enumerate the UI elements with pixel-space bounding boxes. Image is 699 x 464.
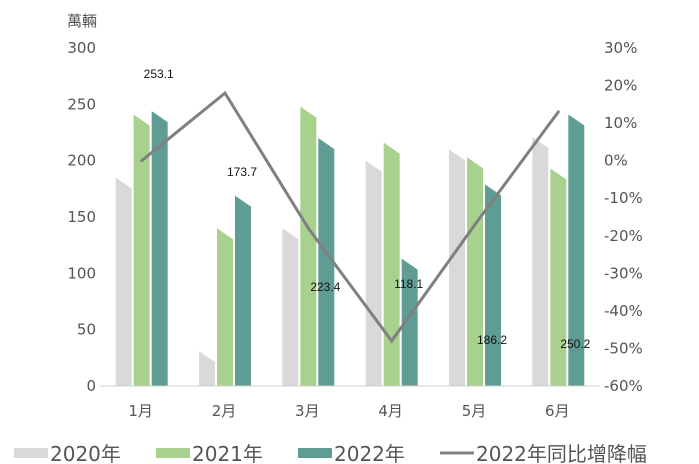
right-axis-tick-label: 0% <box>604 152 628 170</box>
bar-2022年 <box>318 138 335 386</box>
data-labels-group: 253.1 173.7 223.4 118.1 186.2 250.2 <box>144 67 591 351</box>
yoy-line-point <box>140 159 144 163</box>
data-label: 253.1 <box>144 67 174 81</box>
yoy-line-point <box>556 110 560 114</box>
bar-2022年 <box>235 195 251 386</box>
bar-2021年 <box>550 168 567 386</box>
yoy-line <box>140 90 560 344</box>
bar-2020年 <box>365 160 382 386</box>
data-label: 186.2 <box>477 333 507 347</box>
left-axis-tick-label: 100 <box>67 264 96 282</box>
bar-2020年 <box>282 228 299 386</box>
bar-2020年 <box>449 149 465 386</box>
yoy-line-point <box>473 223 477 227</box>
yoy-line-group <box>140 90 560 344</box>
bar-2021年 <box>217 228 233 386</box>
x-axis-category-label: 5月 <box>462 402 487 420</box>
right-axis-tick-label: 30% <box>604 39 637 57</box>
bar-2021年 <box>467 157 483 386</box>
x-axis-labels: 1月 2月 3月 4月 5月 6月 <box>128 402 569 420</box>
bar-2021年 <box>300 106 317 386</box>
left-axis-tick-label: 250 <box>67 95 96 113</box>
x-axis-category-label: 1月 <box>128 402 153 420</box>
yoy-line-point <box>223 91 227 95</box>
right-axis-tick-label: -10% <box>604 189 643 207</box>
bar-2022年 <box>568 114 585 387</box>
bar-2021年 <box>133 114 150 387</box>
yoy-line-point <box>390 339 394 343</box>
right-axis-ticks: -60% -50% -40% -30% -20% -10% 0% 10% 20% 30% <box>604 39 643 395</box>
legend-label: 2022年 <box>334 442 405 464</box>
bar-2020年 <box>532 137 549 386</box>
right-axis-tick-label: -60% <box>604 377 643 395</box>
right-axis-tick-label: -40% <box>604 302 643 320</box>
data-label: 118.1 <box>394 277 423 291</box>
legend-swatch <box>14 448 48 458</box>
legend-label: 2020年 <box>50 442 121 464</box>
right-axis-tick-label: -20% <box>604 227 643 245</box>
data-label: 223.4 <box>310 280 340 294</box>
right-axis-tick-label: -30% <box>604 264 643 282</box>
bars-group <box>115 106 585 387</box>
x-axis-category-label: 4月 <box>378 402 403 420</box>
legend: 2020年 2021年 2022年 2022年同比增降幅 <box>14 442 647 464</box>
bar-2022年 <box>485 184 501 386</box>
left-axis-tick-label: 0 <box>86 377 96 395</box>
left-axis-unit-label: 萬輛 <box>67 12 97 30</box>
legend-swatch <box>298 448 332 458</box>
bar-2022年 <box>401 258 418 386</box>
right-axis-tick-label: 10% <box>604 114 637 132</box>
bar-2020年 <box>199 351 215 386</box>
yoy-line-point <box>306 226 310 230</box>
left-axis-tick-label: 300 <box>67 39 96 57</box>
bar-2020年 <box>115 177 132 386</box>
x-axis-category-label: 2月 <box>212 402 237 420</box>
bar-2021年 <box>383 142 400 386</box>
left-axis-tick-label: 50 <box>77 321 96 339</box>
x-axis-category-label: 6月 <box>545 402 570 420</box>
right-axis-tick-label: 20% <box>604 77 637 95</box>
legend-label: 2021年 <box>192 442 263 464</box>
legend-label: 2022年同比增降幅 <box>476 442 647 464</box>
left-axis-tick-label: 200 <box>67 152 96 170</box>
left-axis-tick-label: 150 <box>67 208 96 226</box>
left-axis-ticks: 0 50 100 150 200 250 300 <box>67 39 96 395</box>
right-axis-tick-label: -50% <box>604 339 643 357</box>
data-label: 250.2 <box>560 337 590 351</box>
legend-swatch <box>156 448 190 458</box>
x-axis-category-label: 3月 <box>295 402 320 420</box>
data-label: 173.7 <box>227 165 257 179</box>
bar-2022年 <box>151 111 168 387</box>
